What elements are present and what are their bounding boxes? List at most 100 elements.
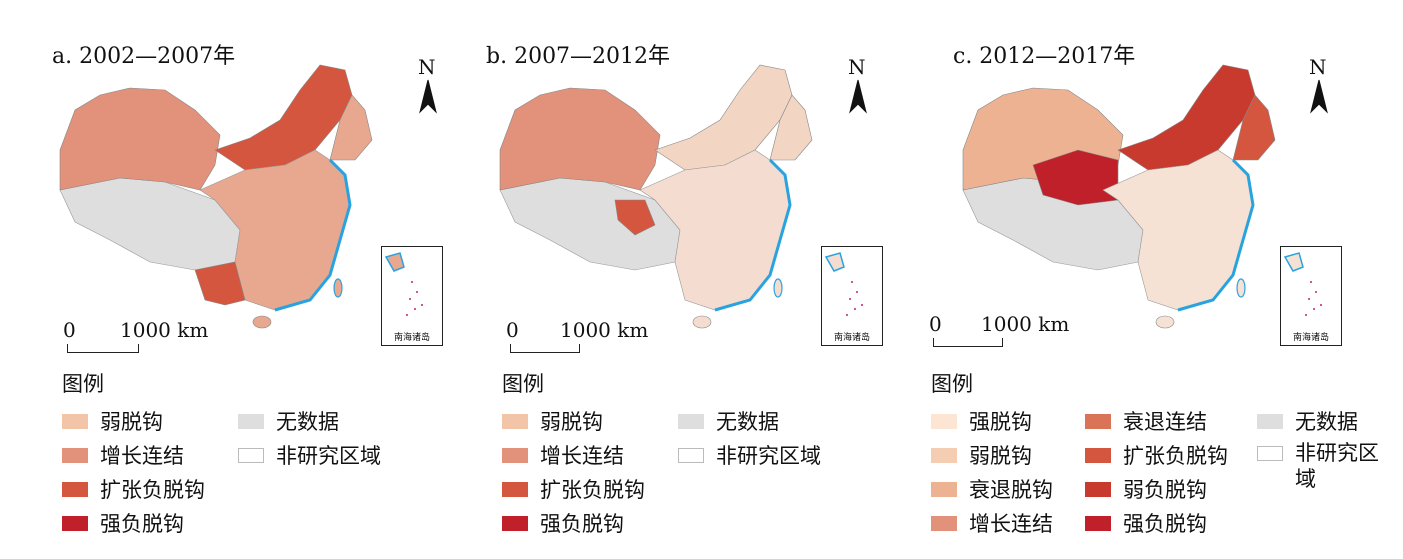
legend-label: 增长连结 [100, 444, 184, 468]
map-region-taiwan [333, 278, 343, 298]
panel-title: a. 2002—2007年 [52, 44, 236, 69]
legend-swatch [238, 413, 264, 429]
legend-item-strong-decoupling: 强脱钩 [931, 406, 1032, 436]
china-map-b [499, 64, 867, 329]
legend-item-weak-neg-decoupling: 弱负脱钩 [1085, 474, 1207, 504]
legend-item-strong-neg-decoupling: 强负脱钩 [1085, 508, 1207, 538]
legend-swatch [238, 447, 264, 463]
north-arrow-icon [1310, 79, 1328, 114]
north-arrow-icon [419, 79, 437, 114]
legend-label: 非研究区域 [716, 444, 821, 468]
south-china-sea-islands-icon [1283, 252, 1322, 316]
legend-label: 扩张负脱钩 [1123, 444, 1228, 468]
legend-swatch [1085, 413, 1111, 429]
legend-label: 强负脱钩 [1123, 512, 1207, 536]
map-region-hainan [692, 315, 712, 329]
scale-bar [510, 344, 580, 353]
legend-item-recessive-decoupling: 衰退脱钩 [931, 474, 1053, 504]
map-region-hainan [1155, 315, 1175, 329]
legend-label: 无数据 [276, 410, 339, 434]
legend-swatch [678, 413, 704, 429]
legend-item-growth-link: 增长连结 [62, 440, 184, 470]
scale-distance-label: 1000 km [120, 318, 209, 342]
inset-label: 南海诸岛 [1292, 333, 1329, 343]
legend-label: 弱负脱钩 [1123, 478, 1207, 502]
legend-item-weak-decoupling: 弱脱钩 [931, 440, 1032, 470]
map-region-taiwan [1236, 278, 1246, 298]
north-label: N [848, 55, 866, 79]
legend-label: 强脱钩 [969, 410, 1032, 434]
scale-distance-label: 1000 km [981, 312, 1070, 336]
legend-label: 衰退连结 [1123, 410, 1207, 434]
legend-label: 强负脱钩 [100, 512, 184, 536]
map-coastline [714, 158, 792, 312]
legend-swatch [1085, 515, 1111, 531]
legend-label: 增长连结 [969, 512, 1053, 536]
legend-item-expansive-neg-decoupling: 扩张负脱钩 [1085, 440, 1228, 470]
north-arrow-icon [849, 79, 867, 114]
map-region-southwest [614, 199, 656, 236]
panel-title: b. 2007—2012年 [486, 44, 671, 69]
legend-item-non-study-area: 非研究区域 [1257, 440, 1379, 492]
legend-swatch [502, 515, 528, 531]
map-region-taiwan [773, 278, 783, 298]
scale-bar [933, 338, 1003, 347]
legend-item-no-data: 无数据 [238, 406, 339, 436]
inset-label: 南海诸岛 [833, 333, 870, 343]
south-china-sea-islands-icon [384, 252, 423, 316]
legend-title: 图例 [502, 372, 544, 396]
map-panel-c: c. 2012—2017年 N 0 1000 km 南海诸岛 图例 强脱钩 弱脱… [903, 0, 1403, 559]
legend-item-strong-neg-decoupling: 强负脱钩 [502, 508, 624, 538]
china-map-c [962, 64, 1328, 329]
legend-item-no-data: 无数据 [678, 406, 779, 436]
legend-label: 扩张负脱钩 [540, 478, 645, 502]
map-panel-b: b. 2007—2012年 N 0 1000 km 南海诸岛 图例 弱脱钩 增长… [440, 0, 900, 559]
china-map-a [59, 64, 437, 329]
legend-swatch [931, 481, 957, 497]
scale-zero-label: 0 [63, 318, 76, 342]
south-china-sea-islands-icon [824, 252, 863, 316]
legend-label: 扩张负脱钩 [100, 478, 205, 502]
legend-swatch [62, 447, 88, 463]
legend-label: 非研究区域 [276, 444, 381, 468]
south-china-sea-inset: 南海诸岛 [821, 246, 883, 346]
legend-swatch [502, 413, 528, 429]
map-region-southwest [194, 261, 246, 306]
inset-label: 南海诸岛 [393, 333, 430, 343]
legend-swatch [1085, 481, 1111, 497]
legend-label: 无数据 [1295, 410, 1358, 434]
map-region-hainan [252, 315, 272, 329]
legend-item-no-data: 无数据 [1257, 406, 1358, 436]
legend-label: 非研究区域 [1295, 441, 1379, 491]
legend-swatch [1257, 446, 1283, 461]
map-coastline [274, 158, 352, 312]
legend-swatch [931, 413, 957, 429]
north-label: N [1309, 55, 1327, 79]
legend-swatch [62, 515, 88, 531]
legend-label: 弱脱钩 [540, 410, 603, 434]
legend-item-strong-neg-decoupling: 强负脱钩 [62, 508, 184, 538]
legend-swatch [1085, 447, 1111, 463]
map-region-xinjiang [59, 87, 221, 191]
south-china-sea-inset: 南海诸岛 [1280, 246, 1342, 346]
legend-swatch [502, 481, 528, 497]
south-china-sea-inset: 南海诸岛 [381, 246, 443, 346]
map-region-xinjiang [499, 87, 661, 191]
scale-zero-label: 0 [506, 318, 519, 342]
legend-item-growth-link: 增长连结 [502, 440, 624, 470]
legend-label: 无数据 [716, 410, 779, 434]
scale-bar [67, 344, 139, 353]
scale-zero-label: 0 [929, 312, 942, 336]
legend-label: 弱脱钩 [969, 444, 1032, 468]
legend-title: 图例 [62, 372, 104, 396]
legend-item-recessive-link: 衰退连结 [1085, 406, 1207, 436]
legend-swatch [62, 481, 88, 497]
legend-item-growth-link: 增长连结 [931, 508, 1053, 538]
map-panel-a: a. 2002—2007年 N 0 1000 km 南海诸岛 图例 弱脱钩 增长… [0, 0, 460, 559]
legend-item-non-study-area: 非研究区域 [678, 440, 821, 470]
legend-label: 增长连结 [540, 444, 624, 468]
legend-swatch [1257, 413, 1283, 429]
legend-label: 强负脱钩 [540, 512, 624, 536]
legend-item-weak-decoupling: 弱脱钩 [502, 406, 603, 436]
legend-swatch [931, 447, 957, 463]
